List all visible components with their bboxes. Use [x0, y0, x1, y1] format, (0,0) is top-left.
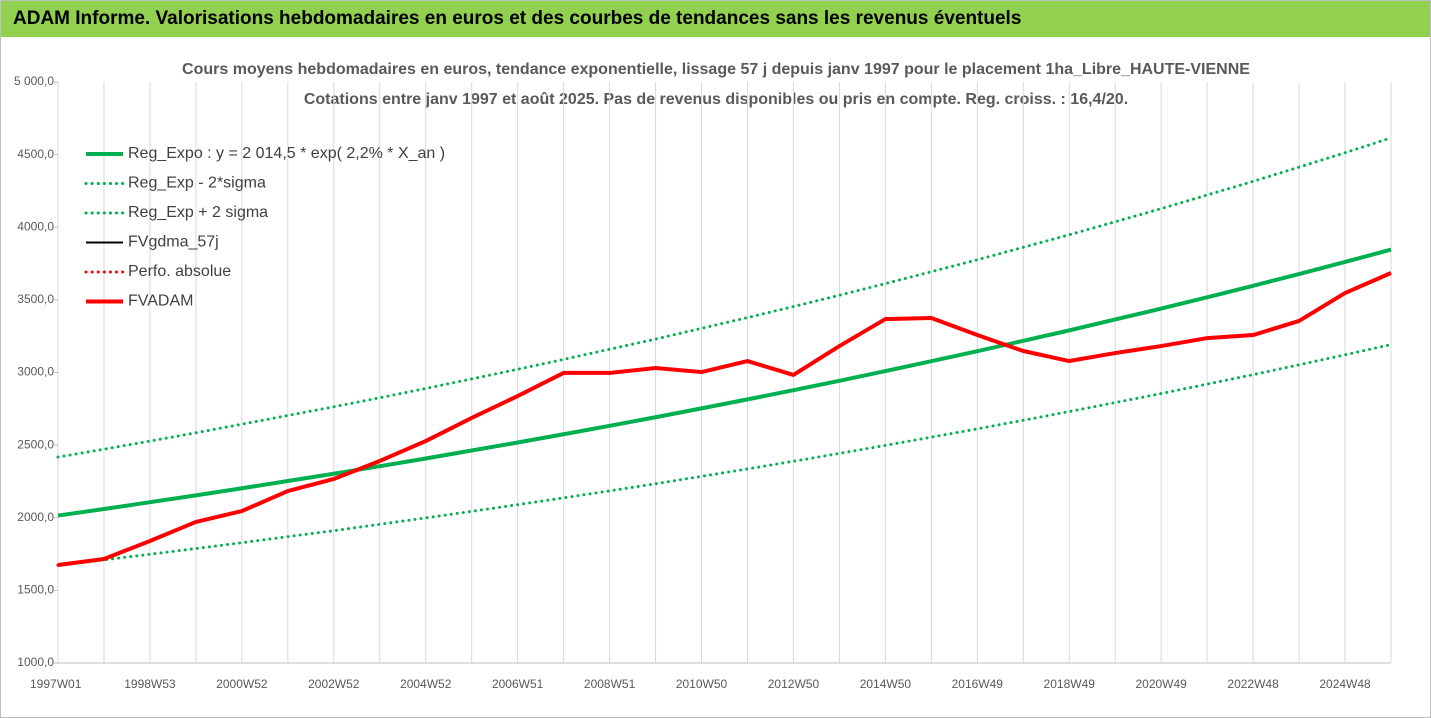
- legend-label: Reg_Exp - 2*sigma: [128, 175, 266, 192]
- x-tick-label: 2018W49: [1044, 677, 1096, 691]
- x-tick-label: 2020W49: [1135, 677, 1187, 691]
- legend-label: Reg_Expo : y = 2 014,5 * exp( 2,2% * X_a…: [128, 145, 445, 162]
- y-tick-label: 1000,0: [17, 655, 54, 669]
- title-bar: ADAM Informe. Valorisations hebdomadaire…: [1, 1, 1430, 37]
- x-tick-label: 1997W01: [30, 677, 82, 691]
- y-tick-label: 4000,0: [17, 219, 54, 233]
- series-line: [56, 271, 1393, 567]
- legend-label: FVgdma_57j: [128, 234, 219, 251]
- x-tick-label: 2022W48: [1227, 677, 1279, 691]
- chart-subtitle: Cotations entre janv 1997 et août 2025. …: [304, 91, 1128, 108]
- page-title: ADAM Informe. Valorisations hebdomadaire…: [13, 8, 1022, 29]
- legend-label: Reg_Exp + 2 sigma: [128, 204, 268, 221]
- x-tick-label: 1998W53: [124, 677, 176, 691]
- y-tick-label: 1500,0: [17, 583, 54, 597]
- legend-label: Perfo. absolue: [128, 263, 231, 280]
- x-tick-label: 2012W50: [768, 677, 820, 691]
- y-tick-label: 3000,0: [17, 365, 54, 379]
- y-tick-label: 2000,0: [17, 510, 54, 524]
- x-tick-label: 2024W48: [1319, 677, 1371, 691]
- x-tick-label: 2002W52: [308, 677, 360, 691]
- y-tick-label: 2500,0: [17, 437, 54, 451]
- y-tick-label: 4500,0: [17, 147, 54, 161]
- series-line: [57, 271, 1392, 567]
- x-tick-label: 2006W51: [492, 677, 544, 691]
- chart-title: Cours moyens hebdomadaires en euros, ten…: [182, 61, 1250, 78]
- x-tick-label: 2004W52: [400, 677, 452, 691]
- chart: Cours moyens hebdomadaires en euros, ten…: [14, 61, 1393, 691]
- y-tick-label: 3500,0: [17, 292, 54, 306]
- series-line: [56, 343, 1393, 567]
- x-tick-label: 2010W50: [676, 677, 728, 691]
- x-tick-label: 2008W51: [584, 677, 636, 691]
- series-line: [57, 247, 1392, 518]
- series-line: [57, 272, 1392, 566]
- x-tick-label: 2000W52: [216, 677, 268, 691]
- x-tick-label: 2014W50: [860, 677, 912, 691]
- legend-label: FVADAM: [128, 293, 193, 310]
- series-line: [56, 136, 1393, 459]
- x-tick-label: 2016W49: [952, 677, 1004, 691]
- y-tick-label: 5 000,0: [14, 74, 54, 88]
